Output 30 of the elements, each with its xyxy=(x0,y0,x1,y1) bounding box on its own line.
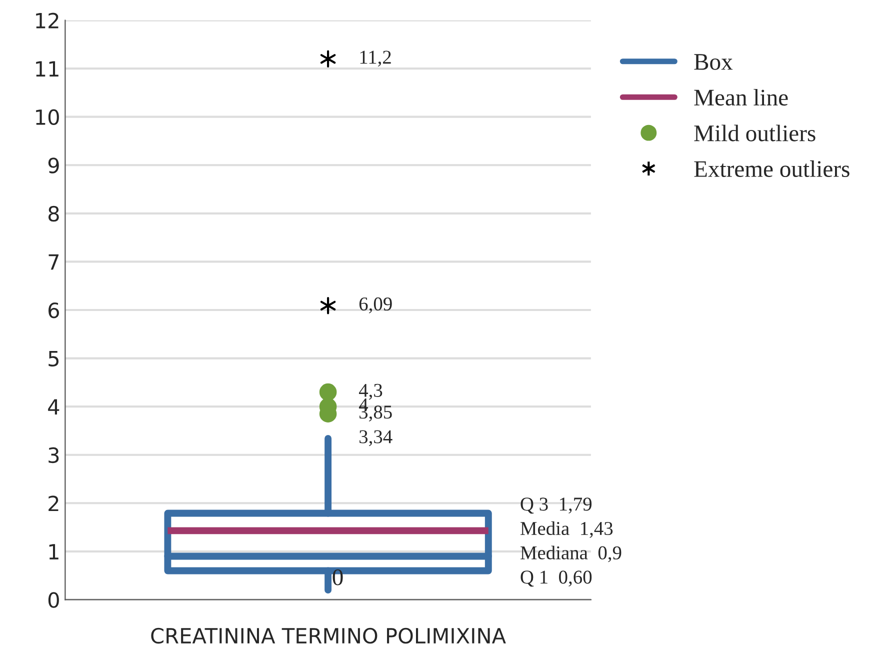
y-tick-label: 10 xyxy=(36,109,59,126)
point xyxy=(320,297,336,314)
annotation: Q 1 0,60 xyxy=(520,570,592,587)
annotation: 3,34 xyxy=(360,430,392,446)
y-tick-label: 1 xyxy=(49,544,58,560)
annotation: 0 xyxy=(332,569,343,586)
annotation: 4,3 xyxy=(358,384,382,400)
legend-label: Mean line xyxy=(694,88,788,106)
point xyxy=(320,50,336,68)
y-tick-label: 12 xyxy=(36,12,58,28)
annotation: Mediana 0,9 xyxy=(520,546,622,562)
point xyxy=(319,383,337,401)
y-tick-label: 7 xyxy=(48,254,59,270)
y-tick-label: 11 xyxy=(36,61,58,76)
legend-label: Box xyxy=(694,54,733,70)
y-tick-label: 6 xyxy=(48,302,59,318)
annotation: 11,2 xyxy=(360,50,391,67)
x-tick-label: CREATININA TERMINO POLIMIXINA xyxy=(151,628,506,644)
annotation: Media 1,43 xyxy=(520,521,613,538)
y-tick-label: 8 xyxy=(48,206,59,222)
y-tick-label: 9 xyxy=(48,158,59,174)
y-tick-label: 0 xyxy=(48,592,59,608)
legend-label: Extreme outliers xyxy=(694,160,850,178)
annotation: Q 3 1,79 xyxy=(520,498,592,514)
y-tick-label: 5 xyxy=(48,351,58,366)
y-tick-label: 3 xyxy=(48,447,59,464)
legend-label: Mild outliers xyxy=(694,124,816,142)
y-tick-label: 4 xyxy=(48,399,60,414)
annotation: 6,09 xyxy=(359,297,392,314)
y-tick-label: 2 xyxy=(48,496,58,512)
